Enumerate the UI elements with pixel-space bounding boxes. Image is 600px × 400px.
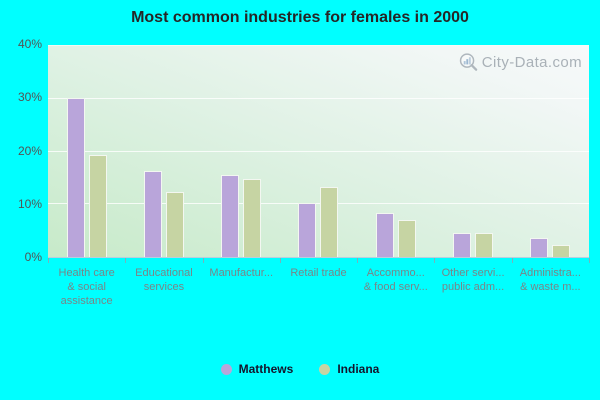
x-axis-tick-7 <box>589 258 590 263</box>
bar-indiana-4 <box>320 187 339 257</box>
x-category-label-2: Educational services <box>125 266 202 308</box>
bar-group-5 <box>357 46 434 257</box>
legend-item-matthews: Matthews <box>220 362 294 376</box>
gridline-10 <box>48 203 589 205</box>
bar-indiana-3 <box>243 178 262 257</box>
legend-item-indiana: Indiana <box>319 362 379 376</box>
x-axis-tick-3 <box>279 258 281 263</box>
bar-group-2 <box>125 46 202 257</box>
bar-group-7 <box>512 46 589 257</box>
bar-group-3 <box>203 46 280 257</box>
x-category-label-line: & waste m... <box>520 281 581 293</box>
x-category-label-line: services <box>143 281 185 293</box>
bar-indiana-7 <box>552 245 571 257</box>
legend-marker-matthews <box>220 363 232 375</box>
bar-indiana-6 <box>475 232 494 257</box>
bar-indiana-1 <box>88 154 107 257</box>
x-axis-tick-1 <box>125 258 127 263</box>
x-category-label-line: Health care <box>58 267 115 279</box>
x-axis-tick-4 <box>357 258 359 263</box>
x-category-label-3: Manufactur... <box>203 266 280 308</box>
y-tick-label-20: 20% <box>17 143 42 158</box>
bar-matthews-7 <box>530 238 549 257</box>
bar-matthews-3 <box>221 174 240 257</box>
x-axis-tick-5 <box>434 258 436 263</box>
bar-group-4 <box>280 46 357 257</box>
x-category-label-line: Accommo... <box>366 267 425 279</box>
x-category-label-line: Educational <box>135 267 193 279</box>
bar-matthews-1 <box>66 98 85 257</box>
y-axis: 0% 10% 20% 30% 40% <box>0 38 42 264</box>
x-category-label-line: Manufactur... <box>209 267 273 279</box>
legend-label-indiana: Indiana <box>337 362 380 376</box>
x-category-label-line: public adm... <box>441 281 505 293</box>
x-category-label-5: Accommo... & food serv... <box>357 266 434 308</box>
bar-matthews-6 <box>453 233 472 257</box>
legend-label-matthews: Matthews <box>238 362 294 376</box>
watermark: City-Data.com <box>458 52 582 73</box>
bar-group-1 <box>48 46 125 257</box>
bar-indiana-2 <box>165 191 184 257</box>
x-category-label-line: & food serv... <box>363 281 428 293</box>
bar-matthews-4 <box>298 202 317 257</box>
x-category-label-line: Administra... <box>519 267 581 279</box>
watermark-text: City-Data.com <box>481 54 582 71</box>
x-axis-ticks <box>48 258 590 264</box>
y-tick-label-10: 10% <box>17 196 42 211</box>
legend: Matthews Indiana <box>0 362 600 376</box>
y-tick-label-0: 0% <box>24 250 42 264</box>
bar-group-6 <box>434 46 511 257</box>
x-category-label-line: Other servi... <box>441 267 505 279</box>
city-data-logo-icon <box>458 52 479 73</box>
bar-matthews-2 <box>143 170 162 257</box>
x-axis-tick-6 <box>511 258 513 263</box>
x-axis-labels: Health care & social assistance Educational… <box>48 266 589 308</box>
x-category-label-4: Retail trade <box>280 266 357 308</box>
plot-area: City-Data.com <box>48 45 589 258</box>
y-tick-label-30: 30% <box>17 90 42 105</box>
x-category-label-line: assistance <box>60 295 113 307</box>
x-axis-tick-0 <box>48 258 49 263</box>
x-category-label-line: Retail trade <box>290 267 347 279</box>
bar-matthews-5 <box>375 212 394 257</box>
x-category-label-6: Other servi... public adm... <box>434 266 511 308</box>
x-category-label-1: Health care & social assistance <box>48 266 125 308</box>
bar-indiana-5 <box>397 219 416 257</box>
x-axis-tick-2 <box>202 258 204 263</box>
legend-marker-indiana <box>319 363 331 375</box>
x-category-label-7: Administra... & waste m... <box>512 266 589 308</box>
chart-title: Most common industries for females in 20… <box>131 9 469 26</box>
gridline-20 <box>48 150 589 152</box>
bars-container <box>48 46 589 257</box>
x-category-label-line: & social <box>67 281 106 293</box>
y-tick-label-40: 40% <box>17 37 42 51</box>
gridline-30 <box>48 97 589 99</box>
